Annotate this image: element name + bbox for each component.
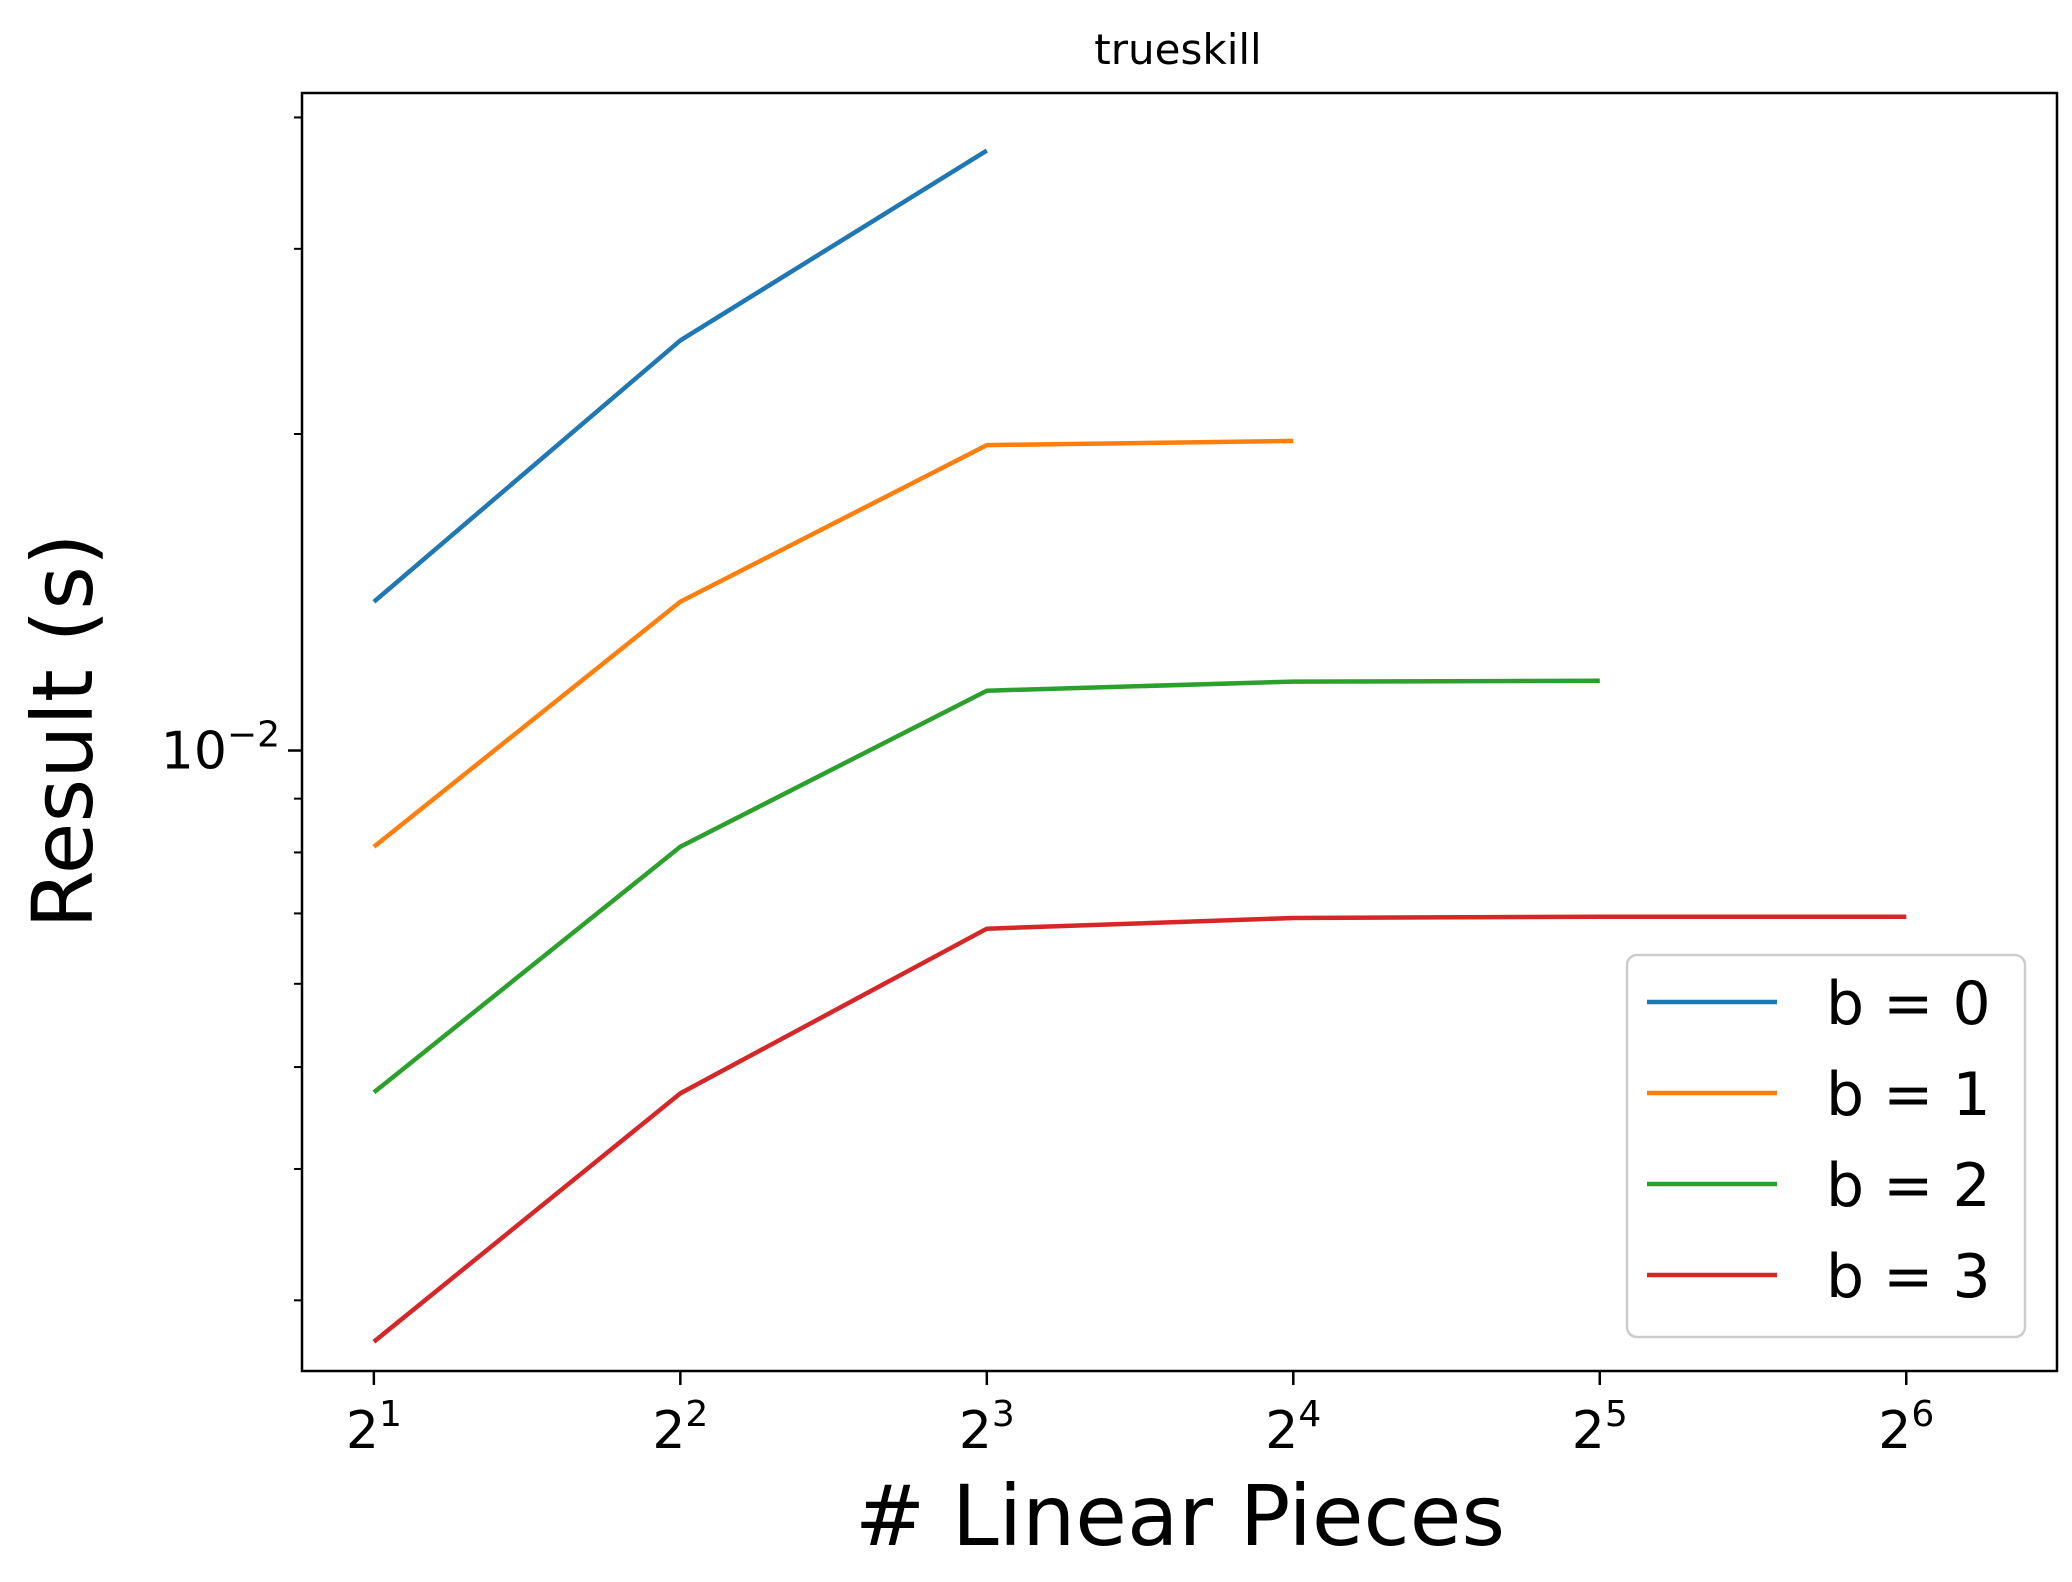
chart-title: trueskill [1094,25,1261,74]
legend-label-3: b = 3 [1826,1242,1991,1312]
legend-items: b = 0 b = 1 b = 2 b = 3 [1647,969,1991,1312]
y-axis-ticks: 10−2 [161,116,302,1302]
series-line-2 [372,678,1600,1095]
x-tick-label: 23 [959,1394,1015,1461]
legend: b = 0 b = 1 b = 2 b = 3 [1625,953,2027,1339]
series-layer [372,148,1907,1344]
y-axis-label: Result (s) [14,533,112,929]
x-tick-label: 22 [652,1394,708,1461]
x-tick-label: 21 [346,1394,402,1461]
series-line-3 [372,914,1907,1344]
legend-label-0: b = 0 [1826,969,1991,1039]
series-line-0 [372,148,988,604]
x-tick-label: 25 [1572,1394,1628,1461]
x-axis-ticks: 21 22 23 24 25 26 [346,1371,1934,1461]
x-tick-label: 24 [1265,1394,1321,1461]
plot-area [300,91,2059,1373]
legend-box [1625,953,2027,1339]
legend-label-1: b = 1 [1826,1060,1991,1130]
x-axis-label: # Linear Pieces [855,1467,1505,1565]
legend-label-2: b = 2 [1826,1151,1991,1221]
y-tick-label: 10−2 [161,715,280,782]
x-tick-label: 26 [1878,1394,1934,1461]
series-line-1 [372,438,1294,849]
